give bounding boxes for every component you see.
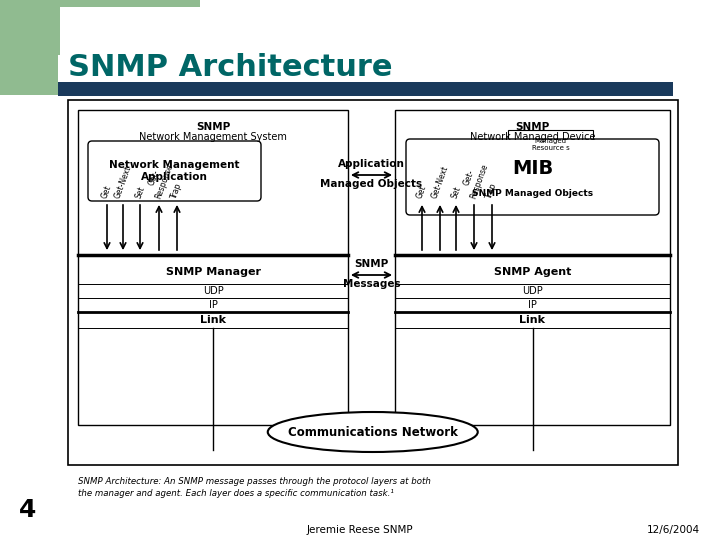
Text: Get-Next: Get-Next [113,165,133,200]
Text: IP: IP [209,300,217,310]
Text: Communications Network: Communications Network [288,426,458,438]
Text: Link: Link [520,315,546,325]
Text: Get: Get [415,184,428,200]
FancyBboxPatch shape [406,139,659,215]
Text: Managed
Resource s: Managed Resource s [531,138,570,152]
Text: the manager and agent. Each layer does a specific communication task.¹: the manager and agent. Each layer does a… [78,489,394,498]
Text: Get-
Response: Get- Response [459,159,490,200]
Bar [68,100,678,465]
Text: Get: Get [101,184,114,200]
Text: 4: 4 [19,498,37,522]
Text: MIB: MIB [512,159,553,178]
Text: Trap: Trap [170,181,184,200]
Bar [395,110,670,425]
Text: Link: Link [200,315,226,325]
Text: Trap: Trap [485,181,499,200]
FancyBboxPatch shape [88,141,261,201]
Text: SNMP: SNMP [516,122,549,132]
Text: Set: Set [134,185,146,200]
Bar [58,82,673,96]
Text: SNMP: SNMP [354,259,389,269]
Text: Set: Set [449,185,462,200]
Text: Network Management
Application: Network Management Application [109,160,240,182]
Polygon shape [0,0,200,55]
Bar [78,110,348,425]
Text: Application: Application [338,159,405,169]
Text: SNMP Architecture: SNMP Architecture [68,53,392,83]
Ellipse shape [268,412,478,452]
Text: Jeremie Reese SNMP: Jeremie Reese SNMP [307,525,413,535]
Text: 12/6/2004: 12/6/2004 [647,525,700,535]
Text: UDP: UDP [202,286,223,296]
Text: SNMP Architecture: An SNMP message passes through the protocol layers at both: SNMP Architecture: An SNMP message passe… [78,477,431,486]
Text: SNMP Managed Objects: SNMP Managed Objects [472,188,593,198]
Text: Network Managed Device: Network Managed Device [469,132,595,142]
Text: Managed Objects: Managed Objects [320,179,423,189]
Text: IP: IP [528,300,537,310]
Bar [0,0,58,95]
Text: Messages: Messages [343,279,400,289]
Text: SNMP: SNMP [196,122,230,132]
Text: SNMP Manager: SNMP Manager [166,267,261,277]
Text: Get-
Response: Get- Response [143,159,174,200]
Text: UDP: UDP [522,286,543,296]
Text: SNMP Agent: SNMP Agent [494,267,571,277]
Text: Get-Next: Get-Next [430,165,450,200]
Text: Network Management System: Network Management System [139,132,287,142]
Bar [508,130,593,160]
